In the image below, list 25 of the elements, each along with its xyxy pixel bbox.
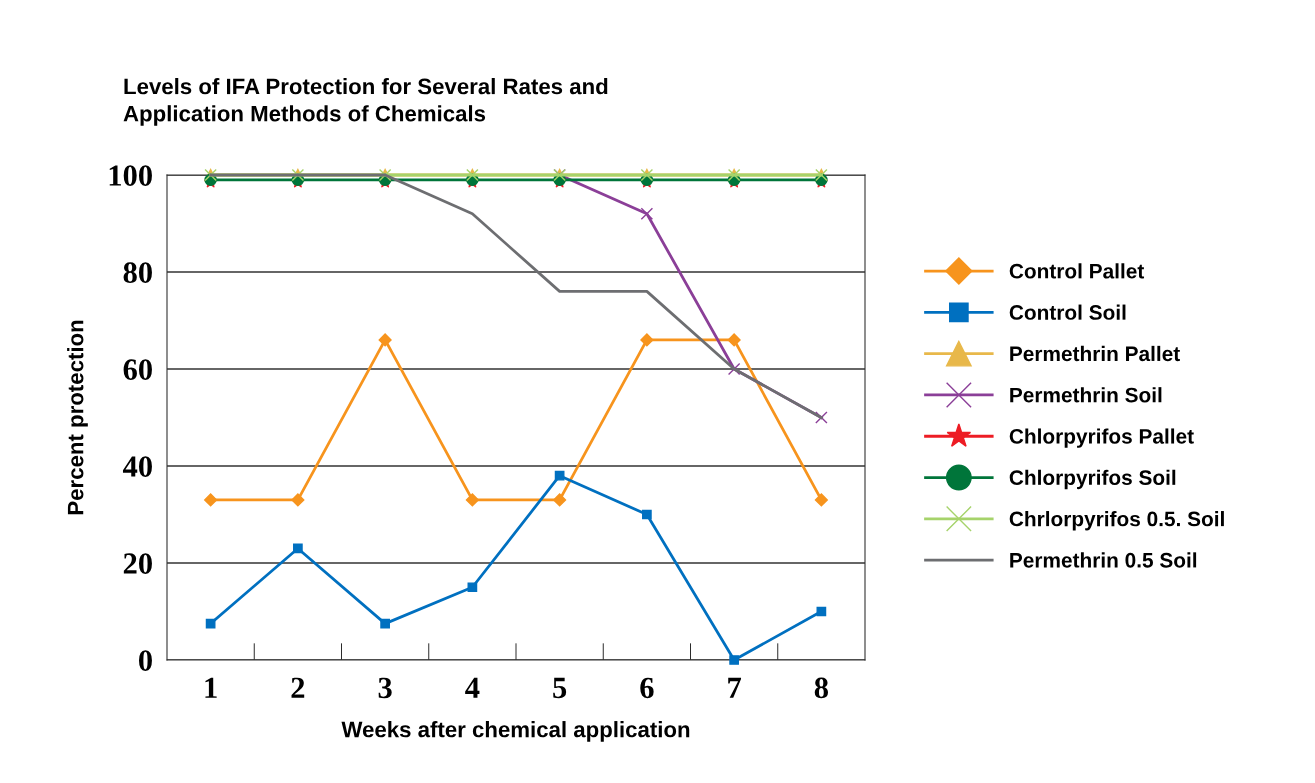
x-tick-label: 2 [291, 677, 305, 698]
x-tick-label: 8 [814, 677, 828, 699]
legend-label: Chlorpyrifos Pallet [1009, 428, 1194, 448]
x-tick-label: 6 [640, 677, 654, 699]
legend-label: Permethrin 0.5 Soil [1010, 552, 1197, 568]
y-tick-label: 100 [109, 165, 152, 186]
legend-label: Permethrin Pallet [1010, 345, 1180, 362]
x-tick-label: 7 [728, 677, 742, 698]
y-tick-label: 20 [123, 553, 152, 574]
x-axis-title: Weeks after chemical application [341, 721, 690, 742]
x-tick-label: 3 [378, 677, 392, 699]
legend-label: Permethrin Soil [1010, 387, 1162, 403]
y-axis-title: Percent protection [67, 320, 88, 515]
legend-label: Control Soil [1009, 304, 1126, 320]
x-tick-label: 1 [205, 677, 217, 698]
legend-label: Control Pallet [1009, 263, 1145, 279]
y-tick-label: 80 [123, 262, 152, 283]
y-tick-label: 60 [123, 359, 152, 380]
x-tick-label: 4 [465, 677, 480, 698]
y-tick-label: 40 [122, 456, 152, 477]
chart-title: Levels of IFA Protection for Several Rates and Application Methods of Chemicals [123, 78, 608, 126]
y-tick-label: 0 [139, 650, 152, 671]
x-tick-label: 5 [553, 677, 567, 699]
legend-label: Chlorpyrifos Soil [1009, 469, 1176, 490]
legend-label: Chrlorpyrifos 0.5. Soil [1009, 511, 1224, 531]
